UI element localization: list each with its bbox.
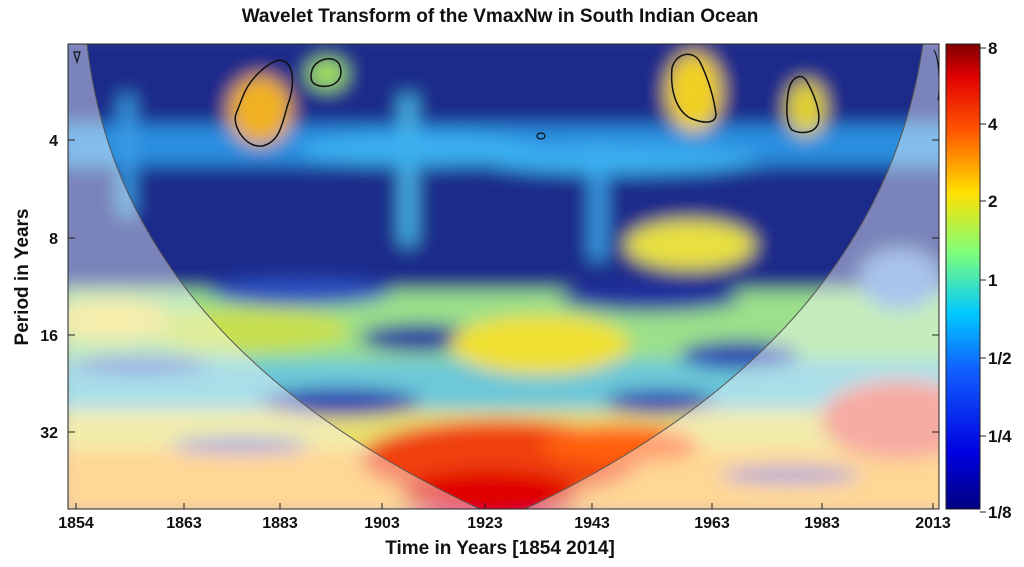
cone-of-influence-line — [86, 44, 924, 509]
chart-title: Wavelet Transform of the VmaxNw in South… — [242, 6, 759, 27]
y-tick-label: 32 — [40, 425, 58, 442]
significance-contour — [73, 51, 81, 65]
x-tick-label: 1883 — [262, 515, 298, 532]
colorbar-tick-label: 1/2 — [988, 349, 1012, 368]
x-tick-label: 1963 — [694, 515, 730, 532]
significance-contour — [670, 53, 717, 123]
colorbar-tick-label: 2 — [988, 192, 997, 211]
x-tick-label: 1903 — [364, 515, 400, 532]
x-tick-label: 1983 — [804, 515, 840, 532]
y-tick-label: 16 — [40, 328, 58, 345]
colorbar-tick-label: 4 — [988, 115, 998, 134]
x-axis-label: Time in Years [1854 2014] — [385, 538, 615, 559]
colorbar-tick-label: 1 — [988, 271, 997, 290]
y-tick-label: 4 — [49, 133, 58, 150]
y-tick-label: 8 — [49, 231, 58, 248]
x-tick-label: 1854 — [58, 515, 94, 532]
x-axis: 1854 1863 1883 1903 1923 1943 1963 1983 2013 — [58, 503, 951, 532]
significance-contour — [536, 132, 546, 140]
colorbar-tick-label: 1/4 — [988, 427, 1012, 446]
x-tick-label: 1923 — [467, 515, 503, 532]
colorbar: 8 4 2 1 1/2 1/4 1/8 — [945, 39, 1012, 522]
y-axis-label: Period in Years — [12, 209, 33, 346]
plot-frame — [67, 43, 940, 510]
plot-area — [68, 44, 939, 509]
significance-contour — [786, 75, 820, 134]
x-tick-label: 2013 — [915, 515, 951, 532]
x-tick-label: 1863 — [166, 515, 202, 532]
colorbar-gradient — [945, 43, 981, 510]
x-tick-label: 1943 — [574, 515, 610, 532]
significance-contour — [234, 59, 294, 147]
colorbar-ticks: 8 4 2 1 1/2 1/4 1/8 — [980, 39, 1012, 522]
significance-contour — [933, 49, 939, 101]
y-axis: 4 8 16 32 — [40, 133, 939, 442]
significance-contour — [310, 58, 342, 88]
colorbar-tick-label: 8 — [988, 39, 997, 58]
colorbar-tick-label: 1/8 — [988, 503, 1012, 522]
wavelet-power-field — [68, 44, 939, 509]
